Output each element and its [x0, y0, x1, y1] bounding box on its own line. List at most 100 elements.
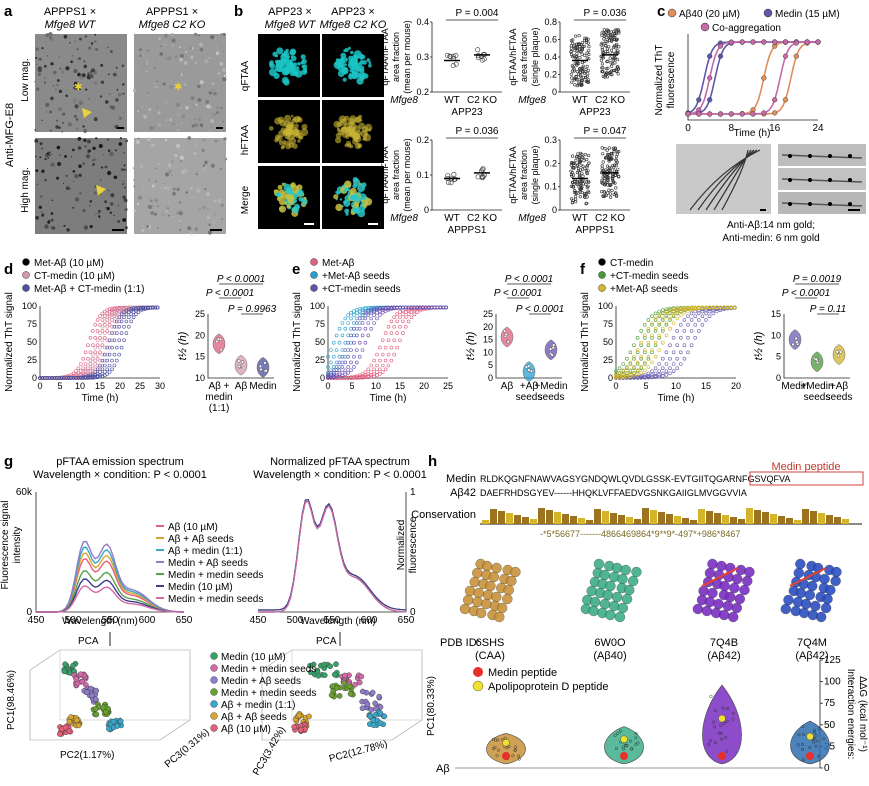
kinetic-point [621, 368, 626, 373]
kinetic-point [112, 312, 117, 317]
pca-point [57, 731, 63, 737]
texture-dot [139, 54, 142, 58]
data-point [600, 41, 604, 45]
panel-a-side-label: Anti-MFG-E8 [4, 103, 16, 167]
kinetic-point [357, 313, 362, 317]
y-tick-label: 0.4 [416, 17, 429, 27]
kinetic-point [700, 306, 705, 310]
structure-atom [707, 587, 718, 599]
texture-dot [149, 126, 154, 131]
structure-atom [729, 582, 740, 594]
kinetic-point [343, 360, 348, 365]
p-value-label: P = 0.047 [584, 126, 627, 137]
panel-c-ylabel2: fluorescence [666, 51, 677, 108]
kinetic-point [642, 322, 647, 327]
texture-dot [165, 172, 170, 177]
gold-particle [808, 178, 812, 182]
y-tick-label: 0.2 [544, 70, 557, 80]
plaque-blob [300, 54, 306, 60]
texture-dot [47, 157, 50, 159]
kinetic-point [105, 358, 109, 363]
kinetic-point [389, 358, 394, 363]
data-point [584, 40, 589, 45]
texture-dot [146, 49, 150, 52]
x-tick-label: 0 [685, 123, 691, 134]
data-point [604, 43, 608, 48]
kinetic-point [398, 310, 402, 314]
kinetic-point [95, 343, 100, 348]
kinetic-point [375, 370, 379, 374]
structure-atom [819, 573, 830, 585]
kinetic-point [340, 321, 345, 325]
kinetic-point [392, 315, 397, 320]
data-point [586, 184, 590, 188]
structure-atom [692, 603, 704, 615]
data-point [707, 75, 713, 81]
plaque-blob [284, 128, 291, 135]
conservation-bar [754, 510, 761, 524]
kinetic-point [103, 322, 107, 327]
kinetic-point [639, 343, 644, 348]
gold-particle [828, 178, 832, 182]
plaque-blob [280, 145, 285, 150]
plaque-blob [280, 53, 289, 61]
panel-g-left-title1: pFTAA emission spectrum [56, 456, 184, 468]
kinetic-point [357, 321, 362, 325]
texture-dot [49, 110, 53, 114]
data-point [578, 55, 582, 60]
x-tick-label: 5 [349, 381, 354, 391]
data-point [585, 36, 589, 40]
texture-dot [100, 80, 104, 84]
kinetic-point [110, 338, 114, 343]
pca-point [68, 714, 74, 720]
kinetic-point [380, 310, 385, 315]
kinetic-point [386, 352, 391, 357]
texture-dot [98, 144, 103, 148]
kinetic-point [686, 350, 690, 355]
category-label: Aβ + [208, 381, 229, 392]
texture-dot [93, 191, 97, 195]
y-tick-label: 75 [824, 698, 836, 709]
texture-dot [106, 138, 110, 141]
kinetic-point [704, 311, 708, 316]
kinetic-point [682, 329, 687, 333]
peptide-backbone [789, 567, 827, 587]
conservation-bar [498, 511, 505, 524]
kinetic-point [375, 316, 379, 321]
kinetic-point [650, 333, 654, 338]
kinetic-point [392, 324, 397, 329]
texture-dot [115, 149, 117, 152]
kinetic-point [131, 306, 136, 311]
kinetic-point [352, 313, 356, 317]
texture-dot [178, 211, 183, 216]
pca-point [376, 693, 383, 700]
data-point [575, 51, 579, 56]
texture-dot [77, 146, 82, 150]
kinetic-point [352, 309, 356, 313]
texture-dot [214, 37, 217, 40]
plaque-blob [275, 192, 280, 197]
texture-dot [38, 205, 42, 209]
data-point [717, 43, 724, 49]
kinetic-point [343, 340, 348, 345]
data-point [587, 48, 591, 53]
kinetic-point [50, 376, 54, 380]
legend-marker [22, 271, 30, 279]
texture-dot [83, 60, 86, 63]
gold-particle [808, 154, 812, 158]
y-tick-label: 10 [483, 347, 493, 357]
kinetic-point [112, 319, 117, 324]
kinetic-point [383, 331, 388, 335]
texture-dot [94, 48, 97, 50]
texture-dot [194, 140, 197, 143]
energy-point [724, 736, 728, 740]
data-point [615, 50, 620, 55]
texture-dot [123, 152, 125, 154]
texture-dot [202, 167, 207, 171]
texture-dot [115, 98, 119, 102]
data-point [570, 80, 574, 84]
p-value-label: P < 0.0001 [217, 274, 265, 285]
kinetic-point [337, 365, 342, 369]
plaque-blob [359, 193, 367, 201]
texture-dot [57, 161, 62, 167]
